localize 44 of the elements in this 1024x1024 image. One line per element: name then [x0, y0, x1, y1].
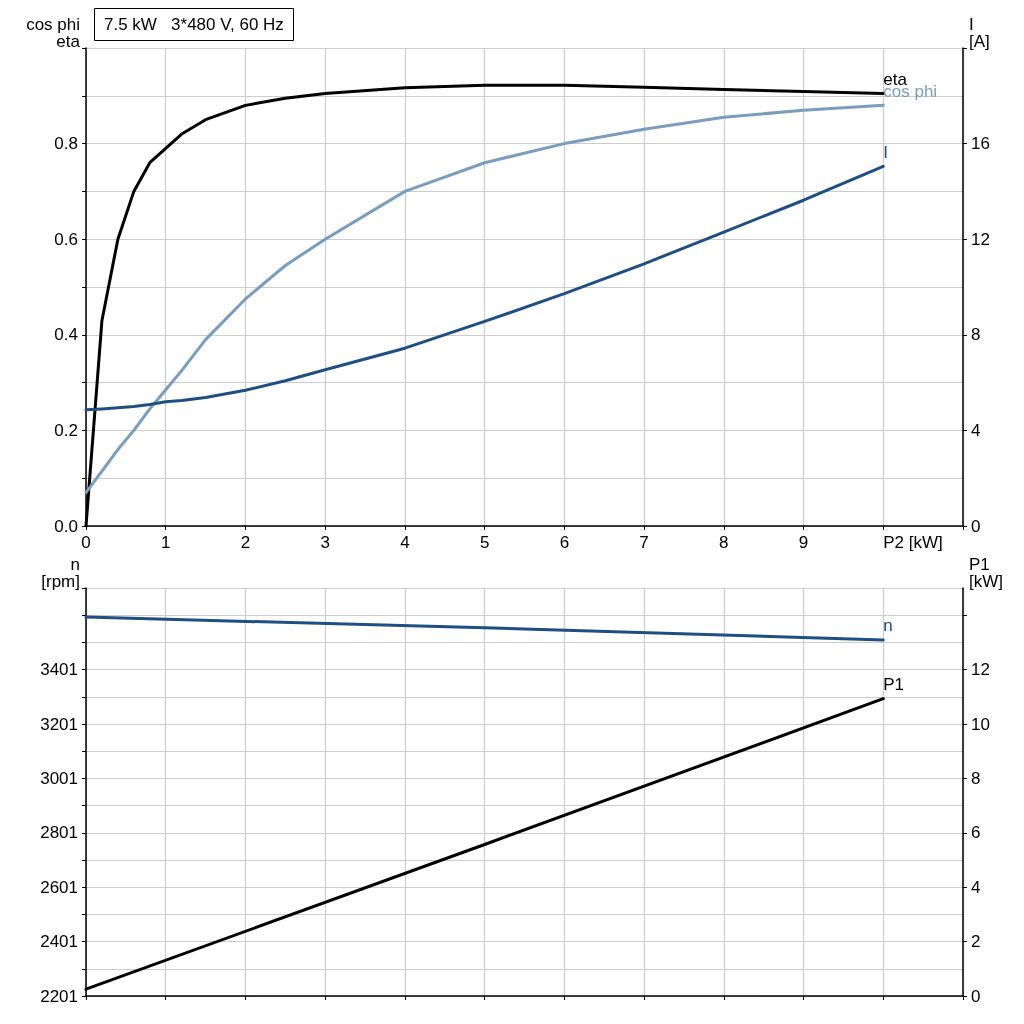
- x-tick-label: 0: [81, 533, 91, 552]
- y2-tick-label: 0: [971, 986, 981, 1006]
- y-tick-label: 0.6: [54, 229, 78, 249]
- y2-tick-label: 8: [971, 325, 981, 345]
- y-tick-label: 0.4: [54, 325, 78, 345]
- y-tick-label: 0.2: [54, 420, 78, 440]
- y2-tick-label: 12: [971, 660, 990, 680]
- y-tick-label: 2801: [40, 823, 78, 843]
- x-tick-label: 6: [559, 533, 570, 552]
- series-label: P1: [883, 675, 905, 695]
- series-label: n: [883, 616, 893, 636]
- y-tick-label: 2601: [40, 877, 78, 897]
- y-tick-label: 2401: [40, 932, 78, 952]
- y2-tick-label: 2: [971, 932, 981, 952]
- y-tick-label: 3001: [40, 768, 78, 788]
- x-tick-label: 2: [240, 533, 251, 552]
- y2-tick-label: 10: [971, 714, 990, 734]
- x-axis-title: P2 [kW]: [883, 533, 943, 552]
- y2-axis-title: P1 [kW]: [969, 555, 1003, 591]
- x-tick-label: 3: [320, 533, 330, 552]
- chart-title: 7.5 kW 3*480 V, 60 Hz: [104, 15, 284, 34]
- line-series: [84, 164, 885, 412]
- y-tick-label: 3201: [40, 714, 78, 734]
- y-axis-title: cos phi eta: [26, 15, 81, 51]
- y2-tick-label: 6: [971, 823, 981, 843]
- y2-tick-label: 12: [971, 229, 990, 249]
- y2-tick-label: 0: [971, 516, 981, 536]
- y-tick-label: 0.0: [54, 516, 78, 536]
- y-tick-label: 0.8: [54, 134, 78, 154]
- x-tick-label: 4: [400, 533, 410, 552]
- y2-tick-label: 8: [971, 768, 981, 788]
- y2-tick-label: 16: [971, 134, 990, 154]
- x-tick-label: 5: [479, 533, 490, 552]
- x-tick-label: 1: [160, 533, 171, 552]
- x-tick-label: 9: [798, 533, 809, 552]
- y2-tick-label: 4: [971, 420, 981, 440]
- y2-axis-title: I [A]: [969, 15, 990, 51]
- x-tick-label: 8: [719, 533, 729, 552]
- y2-tick-label: 4: [971, 877, 981, 897]
- y-tick-label: 2201: [40, 986, 78, 1006]
- y-axis-title: n [rpm]: [41, 555, 80, 591]
- x-tick-label: 7: [639, 533, 649, 552]
- y-tick-label: 3401: [40, 660, 78, 680]
- series-label: I: [883, 142, 889, 162]
